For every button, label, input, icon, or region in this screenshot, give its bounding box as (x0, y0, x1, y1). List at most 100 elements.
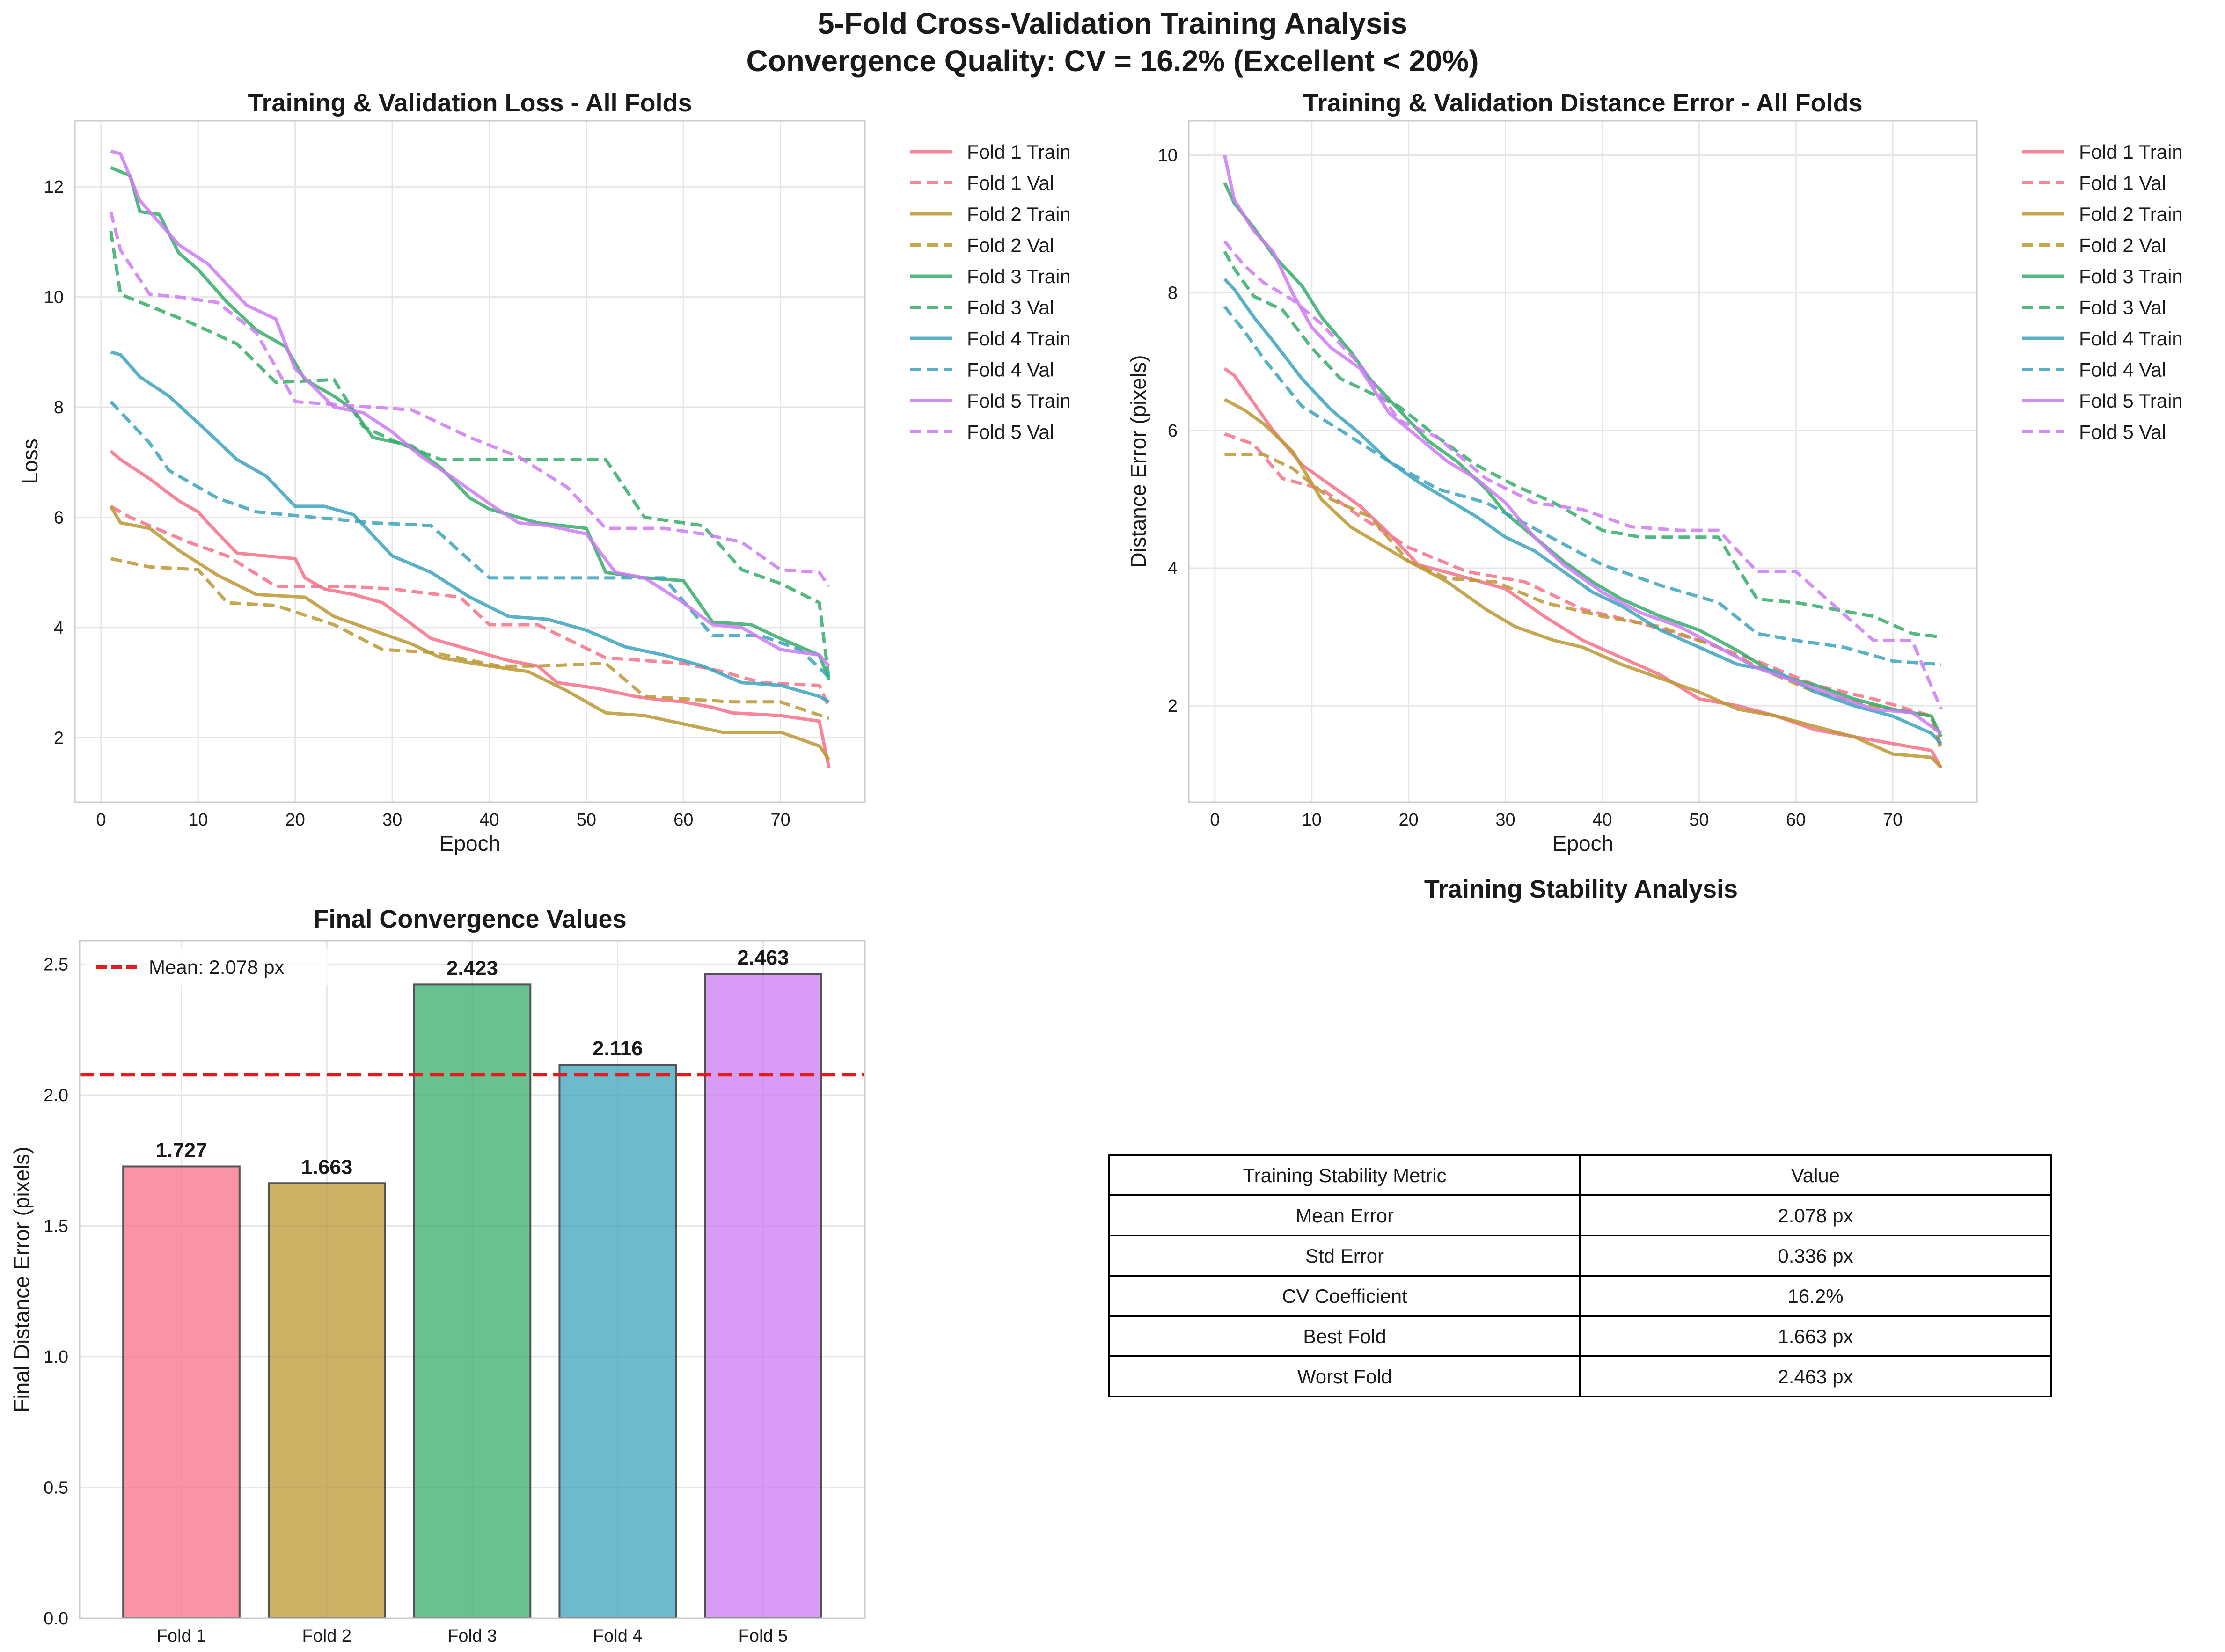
distance-legend: Fold 1 Train Fold 1 Val Fold 2 Train Fold 2… (2022, 141, 2183, 443)
y-tick-label: 6 (54, 508, 64, 527)
x-tick-label: Fold 3 (447, 1626, 497, 1646)
y-tick-label: 0.5 (44, 1478, 68, 1498)
loss-grid (75, 121, 865, 802)
legend-label: Fold 1 Train (2079, 141, 2183, 163)
table-header-cell (1108, 1154, 1581, 1196)
legend-label: Fold 2 Val (967, 234, 1054, 256)
legend-label: Fold 1 Val (2079, 172, 2166, 194)
y-tick-label: 4 (54, 618, 64, 638)
distance-grid (1189, 121, 1977, 802)
x-tick-label: 0 (96, 810, 106, 830)
y-tick-label: 1.0 (44, 1347, 68, 1367)
series-line (109, 505, 831, 761)
series-line (1224, 432, 1943, 748)
y-tick-label: 4 (1168, 559, 1178, 578)
table-cell (1579, 1275, 2052, 1317)
final-convergence-title: Final Convergence Values (313, 905, 626, 933)
y-tick-label: 2.5 (44, 955, 68, 974)
bar-legend: Mean: 2.078 px (86, 949, 329, 985)
table-cell (1579, 1194, 2052, 1236)
bar-value-label: 2.463 (737, 946, 789, 969)
stability-table-title: Training Stability Analysis (1424, 875, 1738, 903)
y-tick-label: 10 (1158, 146, 1178, 166)
bar-plot-frame (79, 940, 866, 1619)
series-line (1223, 250, 1941, 639)
x-tick-label: 40 (1592, 810, 1612, 830)
x-tick-label: 30 (1495, 810, 1515, 830)
y-tick-label: 0.0 (44, 1609, 68, 1629)
y-tick-label: 1.5 (44, 1216, 68, 1236)
loss-x-axis-label: Epoch (439, 831, 500, 855)
loss-y-axis-label: Loss (18, 439, 42, 484)
legend-label: Fold 5 Train (2079, 390, 2183, 412)
series-line (110, 504, 831, 708)
legend-label: Fold 4 Val (967, 359, 1054, 381)
distance-plot-frame (1188, 120, 1978, 803)
table-cell-text: Best Fold (1303, 1325, 1386, 1347)
bar-value-label: 2.116 (593, 1037, 643, 1060)
y-tick-label: 8 (54, 398, 64, 417)
y-tick-label: 2 (54, 728, 64, 748)
bar-series (122, 973, 822, 1619)
bar (122, 1165, 241, 1619)
table-cell-text: 2.463 px (1778, 1366, 1853, 1388)
x-tick-label: 30 (382, 810, 402, 830)
stability-table-body: Training Stability Metric Value Mean Error… (1108, 1154, 2052, 1397)
x-tick-label: 10 (188, 810, 208, 830)
y-tick-label: 2 (1168, 696, 1178, 716)
legend-label: Fold 3 Train (2079, 265, 2183, 287)
y-tick-label: 8 (1168, 284, 1178, 303)
figure-title-line2: Convergence Quality: CV = 16.2% (Excelle… (746, 44, 1478, 78)
legend-label: Fold 3 Val (967, 297, 1054, 319)
x-tick-label: 20 (285, 810, 305, 830)
series-line (110, 400, 830, 679)
loss-chart: Training & Validation Loss - All Folds 0… (18, 89, 1071, 855)
loss-legend: Fold 1 Train Fold 1 Val Fold 2 Train Fold 2… (910, 141, 1071, 443)
bar (558, 1064, 677, 1619)
bar-y-axis-label: Final Distance Error (pixels) (9, 1147, 34, 1412)
table-cell (1108, 1275, 1581, 1317)
loss-series-lines (109, 149, 831, 768)
distance-chart: Training & Validation Distance Error - A… (1126, 89, 2183, 855)
x-tick-label: 40 (479, 810, 499, 830)
x-tick-label: 60 (673, 810, 693, 830)
legend-label: Fold 5 Val (967, 421, 1054, 443)
x-tick-label: 70 (770, 810, 790, 830)
distance-chart-title: Training & Validation Distance Error - A… (1303, 89, 1862, 117)
table-cell (1579, 1355, 2052, 1397)
legend-label: Fold 4 Val (2079, 359, 2166, 381)
table-cell (1579, 1315, 2052, 1357)
legend-label: Fold 5 Train (967, 390, 1071, 412)
table-cell-text: 2.078 px (1778, 1205, 1853, 1227)
series-line (110, 351, 830, 703)
loss-tick-labels: 0 10 20 30 40 50 60 70 2 4 6 8 10 12 (44, 177, 790, 830)
legend-label: Fold 3 Val (2079, 297, 2166, 319)
table-header-cell (1579, 1154, 2052, 1196)
series-line (110, 557, 830, 720)
legend-label: Fold 2 Train (2079, 203, 2183, 225)
series-line (1223, 154, 1942, 735)
table-cell-text: Std Error (1305, 1245, 1384, 1267)
distance-x-axis-label: Epoch (1552, 831, 1613, 855)
distance-tick-labels: 0 10 20 30 40 50 60 70 2 4 6 8 10 (1158, 146, 1903, 830)
series-line (110, 450, 831, 768)
bar-tick-labels: 0.0 0.5 1.0 1.5 2.0 2.5 Fold 1 Fold 2 Fold 3 Fold… (44, 955, 788, 1646)
series-line (109, 230, 831, 680)
legend-label: Fold 2 Train (967, 203, 1071, 225)
table-cell-text: Worst Fold (1297, 1366, 1392, 1388)
table-cell-text: 16.2% (1787, 1285, 1843, 1307)
legend-label: Fold 5 Val (2079, 421, 2166, 443)
figure-title-line1: 5-Fold Cross-Validation Training Analysi… (818, 7, 1407, 40)
y-tick-label: 10 (44, 288, 64, 307)
legend-label: Fold 3 Train (967, 265, 1071, 287)
y-tick-label: 12 (44, 177, 64, 197)
distance-y-axis-label: Distance Error (pixels) (1126, 355, 1150, 568)
table-cell-text: CV Coefficient (1282, 1285, 1407, 1307)
series-line (1223, 305, 1941, 666)
series-line (1223, 278, 1943, 745)
x-tick-label: 60 (1786, 810, 1806, 830)
table-cell-text: 1.663 px (1778, 1325, 1853, 1347)
stability-table: Training Stability Analysis Training Sta… (1108, 875, 2052, 1397)
bar-value-label: 1.663 (301, 1155, 352, 1178)
